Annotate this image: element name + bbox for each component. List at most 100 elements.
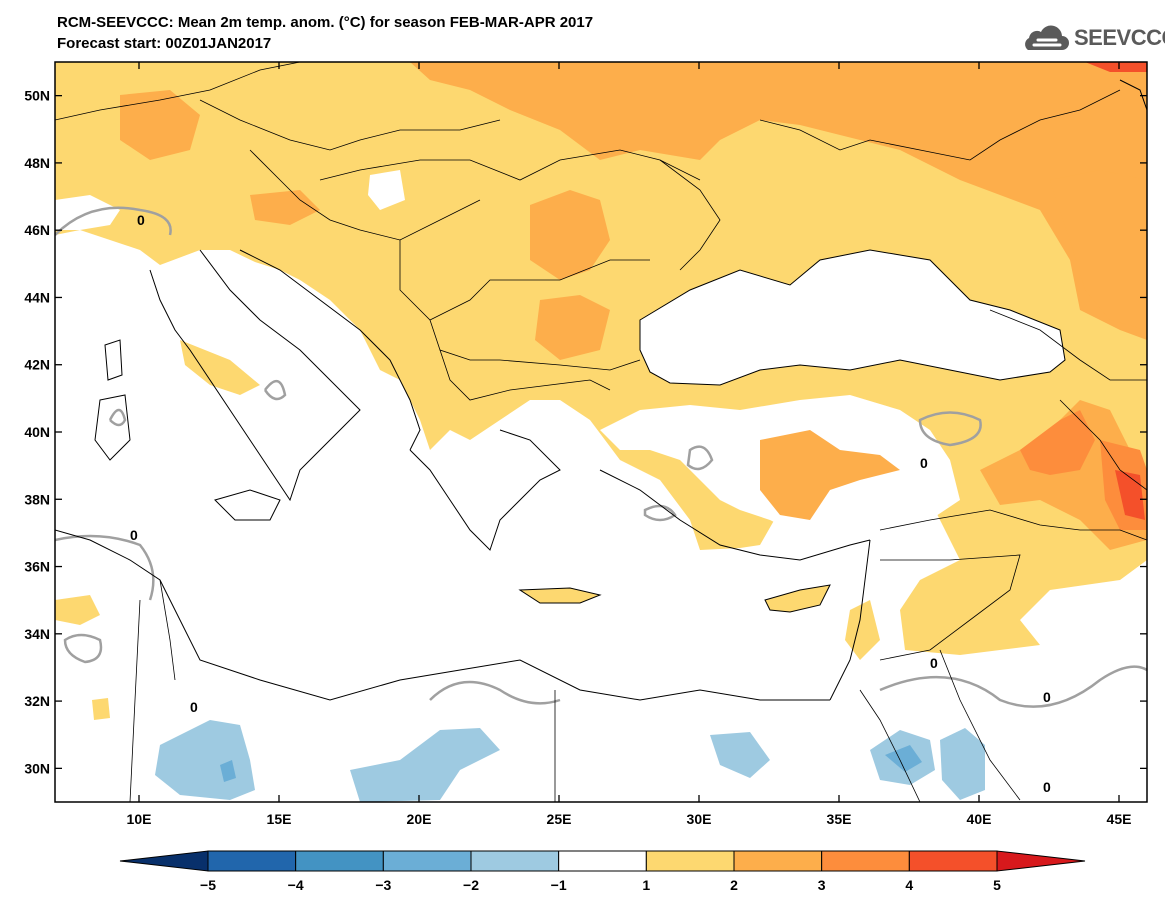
anomaly-area-light-libya <box>92 698 110 720</box>
colorbar-under-triangle <box>119 850 209 872</box>
coastline-corsica <box>104 339 123 381</box>
anomaly-field <box>55 62 1147 802</box>
border-line <box>859 689 921 802</box>
border-line <box>659 159 721 271</box>
lon-tick-label: 10E <box>127 811 152 827</box>
colorbar-box <box>207 850 297 872</box>
anomaly-area-light-cyprus <box>765 585 830 612</box>
anomaly-area-cold-arabia-2 <box>940 728 985 800</box>
white-spot-hungary <box>368 170 405 210</box>
zero-contour-line <box>63 633 103 664</box>
anomaly-area-high-caucasus <box>1020 410 1095 475</box>
border-line <box>759 89 1121 161</box>
coastline-caspian <box>1119 79 1147 111</box>
coastline-adriatic <box>239 249 421 451</box>
lat-tick-label: 46N <box>24 222 50 238</box>
coastline-greece <box>409 429 561 551</box>
zero-contour-line <box>263 380 287 401</box>
colorbar-tick-label: 5 <box>993 877 1001 893</box>
border-line <box>319 149 701 181</box>
lat-tick-label: 40N <box>24 424 50 440</box>
lon-tick-label: 45E <box>1107 811 1132 827</box>
border-line <box>129 599 141 802</box>
cloud-icon <box>1025 25 1069 50</box>
lat-tick-label: 50N <box>24 88 50 104</box>
title-line-2: Forecast start: 00Z01JAN2017 <box>57 35 272 52</box>
anomaly-area-light-crete <box>520 588 600 603</box>
lat-tick-label: 34N <box>24 626 50 642</box>
zero-contour-line <box>55 534 155 601</box>
anomaly-area-mid-caucasus <box>980 400 1147 550</box>
anomaly-area-light-north <box>55 62 1147 655</box>
seevccc-logo: SEEVCCC <box>1018 22 1165 54</box>
longitude-axis: 10E 15E 20E 25E 30E 35E 40E 45E <box>127 62 1132 827</box>
border-line <box>439 349 611 401</box>
lat-tick-label: 38N <box>24 491 50 507</box>
border-line <box>939 649 1021 801</box>
colorbar-box <box>908 850 998 872</box>
latitude-axis: 50N 48N 46N 44N 42N 40N 38N 36N 34N 32N 30N <box>24 88 1147 776</box>
anomaly-area-cold-libya-west <box>155 720 255 800</box>
lon-tick-label: 40E <box>967 811 992 827</box>
anomaly-area-cold-libya-east <box>350 728 500 802</box>
anomaly-area-mid-alps <box>120 90 200 160</box>
lat-tick-label: 48N <box>24 155 50 171</box>
lat-tick-label: 30N <box>24 760 50 776</box>
anomaly-area-high-russia <box>1085 62 1147 72</box>
lat-tick-label: 32N <box>24 693 50 709</box>
colorbar-tick-label: −5 <box>200 877 216 893</box>
coastline-black-sea <box>639 249 1066 386</box>
contour-labels: 0 0 0 0 0 0 0 <box>130 212 1051 795</box>
colorbar-tick-label: −3 <box>375 877 391 893</box>
zero-contour-line <box>643 504 677 522</box>
contour-label: 0 <box>190 699 198 715</box>
colorbar-box <box>558 850 647 872</box>
colorbar-tick-label: −1 <box>551 877 567 893</box>
anomaly-area-light-tunisia <box>55 595 100 625</box>
colorbar: −5 −4 −3 −2 −1 1 2 3 4 5 <box>119 850 1086 893</box>
colorbar-tick-label: 2 <box>730 877 738 893</box>
zero-contour-line <box>686 445 714 471</box>
logo-text: SEEVCCC <box>1074 25 1165 50</box>
lon-tick-label: 30E <box>687 811 712 827</box>
anomaly-area-mid-russia <box>1050 170 1147 330</box>
coastline-cyprus <box>764 584 831 613</box>
anomaly-area-mid-bulgaria <box>535 295 610 360</box>
anomaly-area-mid-slovenia <box>250 190 320 225</box>
anomaly-area-cold-egypt <box>710 732 770 778</box>
anomaly-area-mid-anatolia <box>760 430 900 520</box>
colorbar-tick-label: 3 <box>818 877 826 893</box>
country-borders <box>55 62 1147 802</box>
coastline-north-africa <box>55 529 830 701</box>
colorbar-over-triangle <box>996 850 1086 872</box>
contour-label: 0 <box>1043 779 1051 795</box>
coastlines <box>55 79 1147 701</box>
zero-contour-line <box>879 665 1147 708</box>
coastline-italy <box>149 249 361 502</box>
contour-label: 0 <box>1043 689 1051 705</box>
colorbar-tick-label: 1 <box>642 877 650 893</box>
colorbar-tick-label: 4 <box>905 877 913 893</box>
border-line <box>879 554 1021 661</box>
border-line <box>989 309 1147 381</box>
contour-label: 0 <box>130 527 138 543</box>
coastline-crete <box>518 587 602 604</box>
coastline-sardinia <box>94 394 131 461</box>
border-line <box>1059 399 1147 491</box>
colorbar-box <box>645 850 735 872</box>
map-title: RCM-SEEVCCC: Mean 2m temp. anom. (°C) fo… <box>57 12 593 54</box>
colorbar-box <box>733 850 823 872</box>
colorbar-box <box>295 850 384 872</box>
coastline-levant <box>829 539 871 701</box>
zero-contour-line <box>429 680 561 705</box>
anomaly-area-mid-romania <box>530 190 610 280</box>
border-line <box>199 99 501 151</box>
colorbar-box <box>470 850 560 872</box>
contour-label: 0 <box>930 655 938 671</box>
lon-tick-label: 35E <box>827 811 852 827</box>
lat-tick-label: 36N <box>24 559 50 575</box>
anomaly-area-mid-northeast <box>410 62 1147 340</box>
contour-label: 0 <box>137 212 145 228</box>
anomaly-area-light-levant <box>845 600 880 660</box>
